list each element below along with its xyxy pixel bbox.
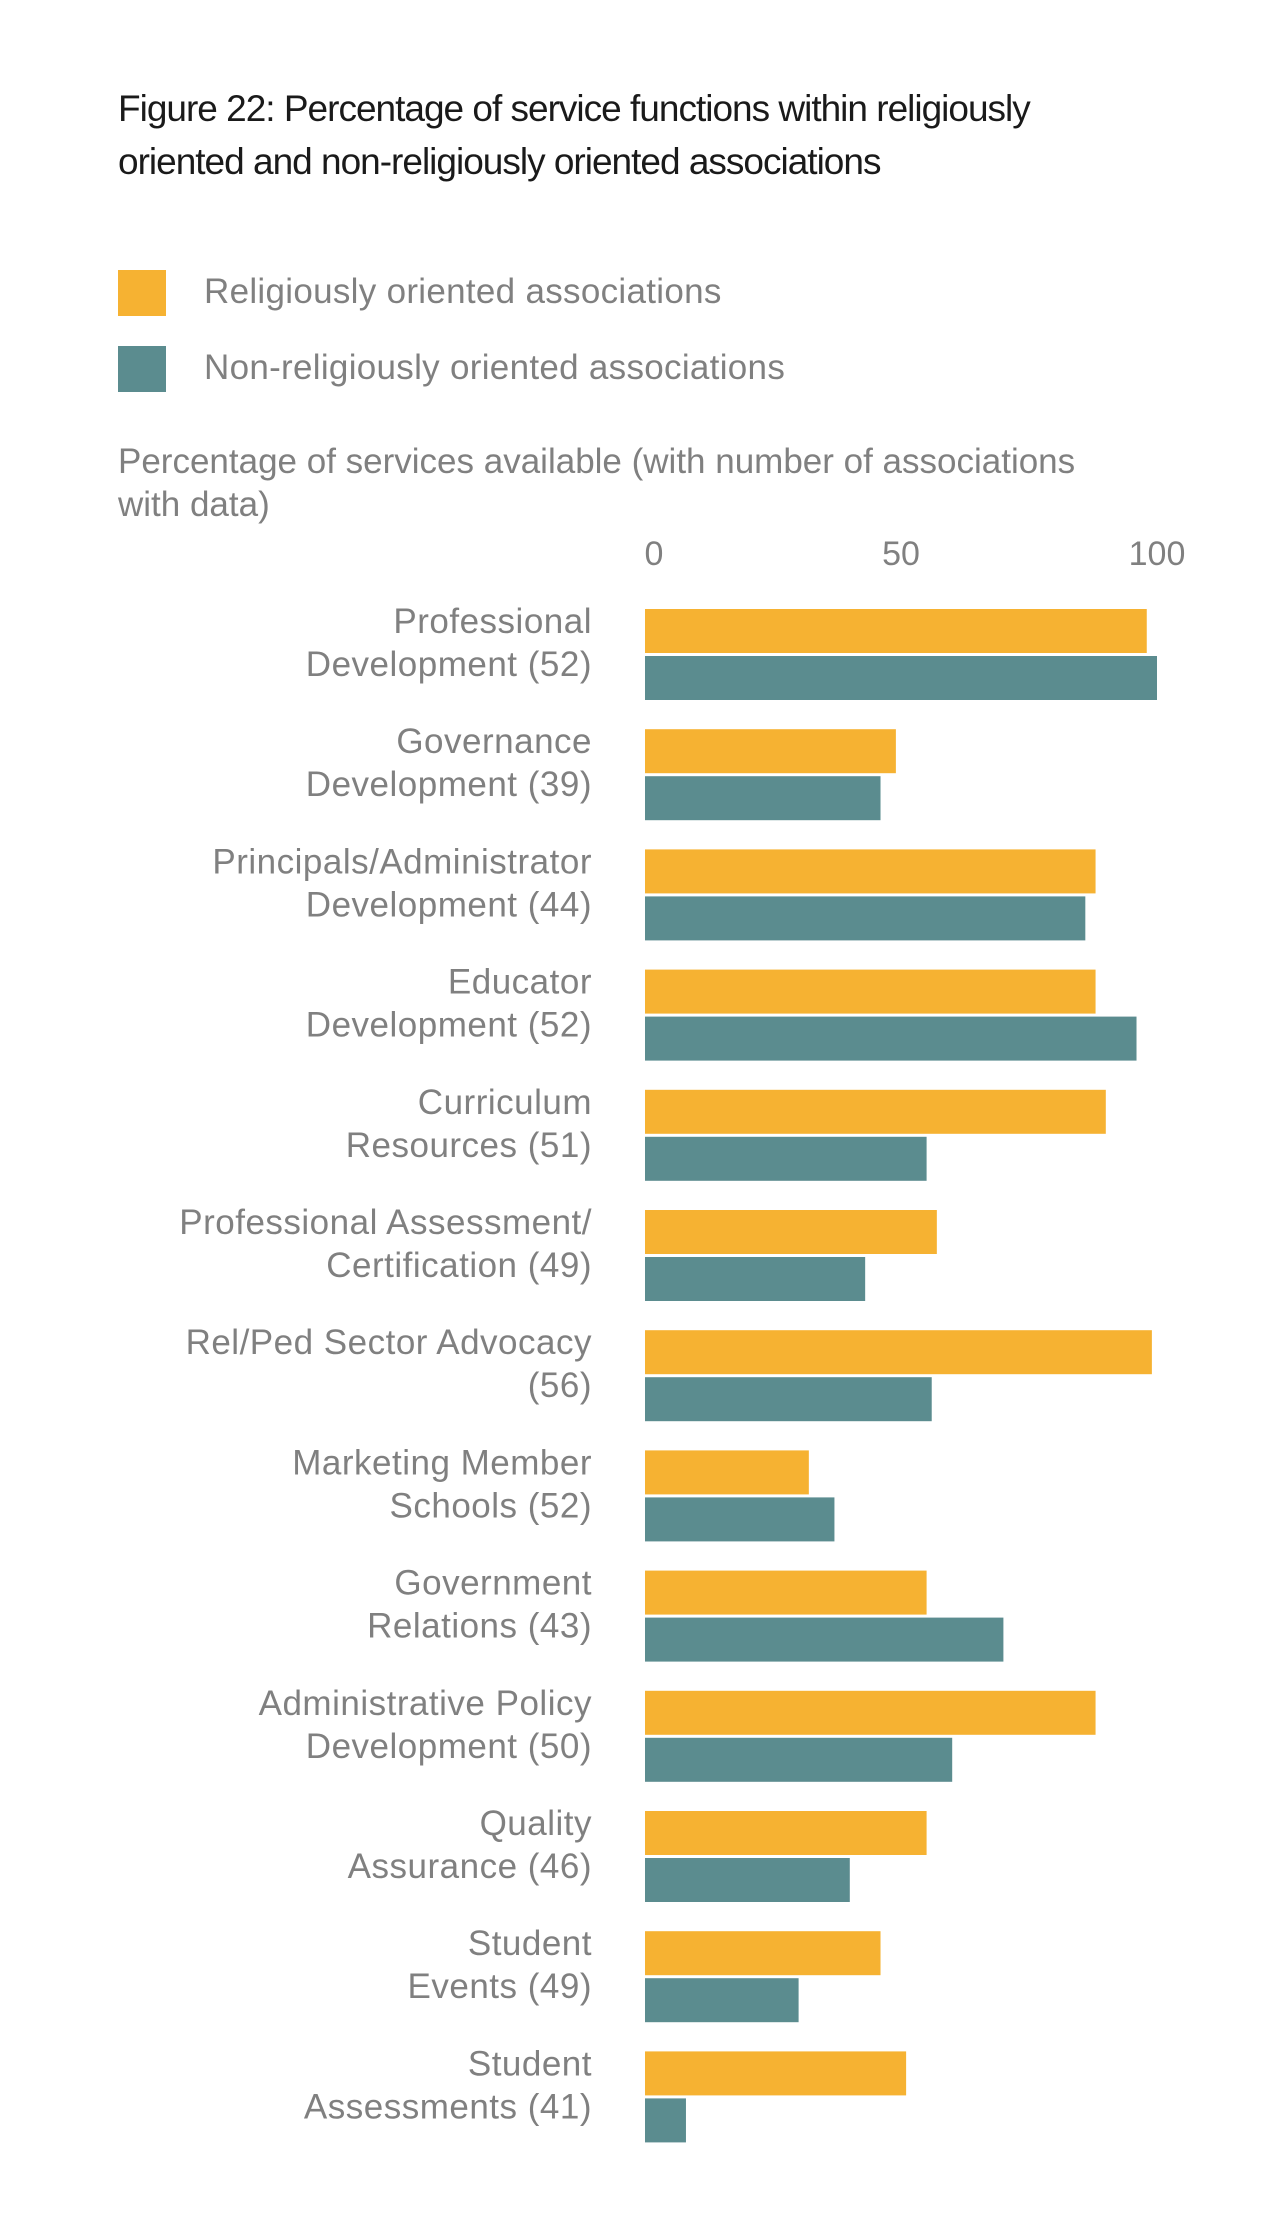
category-label: Relations (43): [367, 1607, 592, 1646]
category-label: Development (52): [306, 1006, 592, 1045]
category-label: Curriculum: [418, 1083, 592, 1122]
bar-religious: [645, 2051, 907, 2096]
category-label: Events (49): [408, 1967, 592, 2006]
bar-religious: [645, 1570, 927, 1615]
category-label: Development (39): [306, 765, 592, 804]
category-label: Development (52): [306, 645, 592, 684]
bar-non-religious: [645, 1497, 835, 1542]
bar-non-religious: [645, 1737, 953, 1782]
bar-religious: [645, 1210, 937, 1254]
bar-non-religious: [645, 656, 1157, 700]
bar-non-religious: [645, 1377, 932, 1422]
bar-non-religious: [645, 1136, 927, 1181]
bar-non-religious: [645, 2098, 686, 2143]
category-label: Governance: [396, 722, 592, 761]
category-label: Professional: [393, 602, 592, 641]
bar-non-religious: [645, 776, 881, 821]
bar-religious: [645, 729, 896, 774]
category-label: Certification (49): [326, 1246, 592, 1285]
bar-non-religious: [645, 1016, 1137, 1061]
category-label: Development (44): [306, 885, 592, 924]
bar-religious: [645, 1811, 927, 1855]
legend-swatch-religious: [118, 270, 166, 316]
legend-swatch-non-religious: [118, 346, 166, 392]
category-label: Professional Assessment/: [179, 1203, 592, 1242]
bar-religious: [645, 1089, 1106, 1134]
bar-religious: [645, 1330, 1152, 1375]
bar-non-religious: [645, 1978, 799, 2023]
category-label: Educator: [448, 963, 592, 1002]
x-axis-title: Percentage of services available (with n…: [118, 442, 1076, 524]
bar-religious: [645, 609, 1147, 653]
x-tick-label: 100: [1129, 535, 1186, 573]
category-label: Marketing Member: [292, 1443, 592, 1482]
category-label: Student: [468, 2044, 592, 2083]
category-label: Government: [394, 1564, 592, 1603]
category-label: Assurance (46): [348, 1847, 592, 1886]
bar-religious: [645, 849, 1096, 894]
bar-non-religious: [645, 1858, 850, 1902]
category-label: Quality: [480, 1804, 592, 1843]
bar-religious: [645, 969, 1096, 1014]
category-label: Student: [468, 1924, 592, 1963]
legend-label-religious: Religiously oriented associations: [204, 272, 722, 311]
category-label: Assessments (41): [304, 2087, 592, 2126]
legend-label-non-religious: Non-religiously oriented associations: [204, 348, 786, 387]
bar-non-religious: [645, 1257, 866, 1301]
bar-religious: [645, 1690, 1096, 1735]
category-label: Administrative Policy: [259, 1684, 592, 1723]
chart-title: Figure 22: Percentage of service functio…: [118, 88, 1031, 182]
bar-religious: [645, 1931, 881, 1976]
bar-religious: [645, 1450, 809, 1495]
category-label: Development (50): [306, 1727, 592, 1766]
category-label: Resources (51): [346, 1126, 592, 1165]
category-label: (56): [528, 1366, 592, 1405]
bar-non-religious: [645, 896, 1086, 941]
bar-non-religious: [645, 1617, 1004, 1662]
x-tick-label: 0: [645, 535, 664, 573]
x-tick-label: 50: [882, 535, 920, 573]
category-label: Rel/Ped Sector Advocacy: [186, 1323, 592, 1362]
category-label: Principals/Administrator: [212, 842, 592, 881]
category-label: Schools (52): [390, 1486, 592, 1525]
